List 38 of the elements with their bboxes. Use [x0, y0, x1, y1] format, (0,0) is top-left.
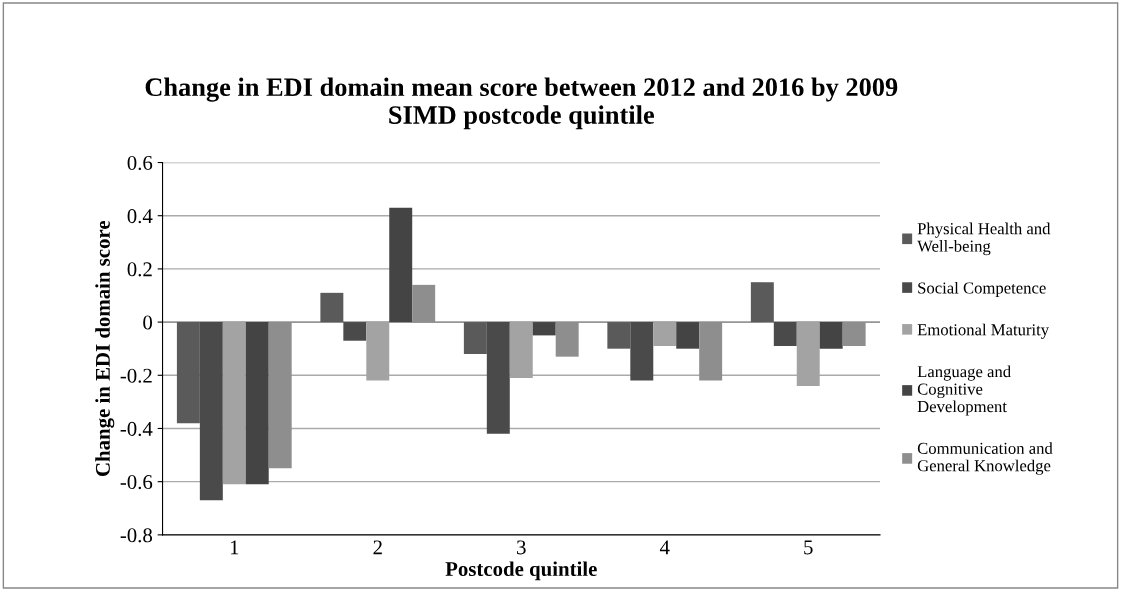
- x-axis-title: Postcode quintile: [445, 561, 597, 581]
- bar: [653, 322, 677, 347]
- bar: [532, 322, 556, 336]
- chart-title: Change in EDI domain mean score between 2012 and 2016 by 2009 SIMD postcode quintile: [145, 77, 898, 130]
- y-tick-label: 0.6: [127, 155, 153, 171]
- x-tick-label: 5: [804, 540, 813, 555]
- legend-label: Physical Health and Well-being: [917, 222, 1051, 256]
- y-axis-title: Change in EDI domain score: [95, 220, 115, 476]
- bar: [463, 322, 487, 355]
- x-tick-label: 4: [659, 540, 670, 555]
- bar: [199, 322, 223, 501]
- x-tick-label: 2: [373, 540, 382, 555]
- legend-label: Communication and General Knowledge: [917, 442, 1053, 475]
- bar: [773, 322, 797, 347]
- bar: [343, 322, 367, 341]
- legend-label: Social Competence: [918, 281, 1046, 297]
- y-tick-label: 0.2: [127, 262, 152, 277]
- bar: [607, 322, 631, 349]
- bar: [819, 322, 843, 349]
- y-tick-label: 0.4: [127, 209, 153, 224]
- x-tick-label: 1: [230, 540, 239, 555]
- bar: [176, 322, 200, 424]
- y-tick-label: -0.4: [120, 421, 153, 436]
- y-tick-label: -0.2: [120, 368, 152, 383]
- bar: [630, 322, 654, 381]
- legend-label: Language and Cognitive Development: [917, 365, 1011, 416]
- x-tick-label: 3: [517, 540, 526, 555]
- legend-label: Emotional Maturity: [917, 323, 1050, 339]
- bar: [750, 282, 774, 323]
- bar: [222, 322, 246, 485]
- bar: [676, 322, 700, 349]
- bar: [486, 322, 510, 434]
- y-tick-label: -0.6: [120, 475, 153, 490]
- y-tick-label: 0: [143, 315, 153, 330]
- bar: [320, 292, 344, 323]
- bar: [245, 322, 269, 485]
- bar: [389, 207, 413, 323]
- y-tick-label: -0.8: [120, 528, 153, 543]
